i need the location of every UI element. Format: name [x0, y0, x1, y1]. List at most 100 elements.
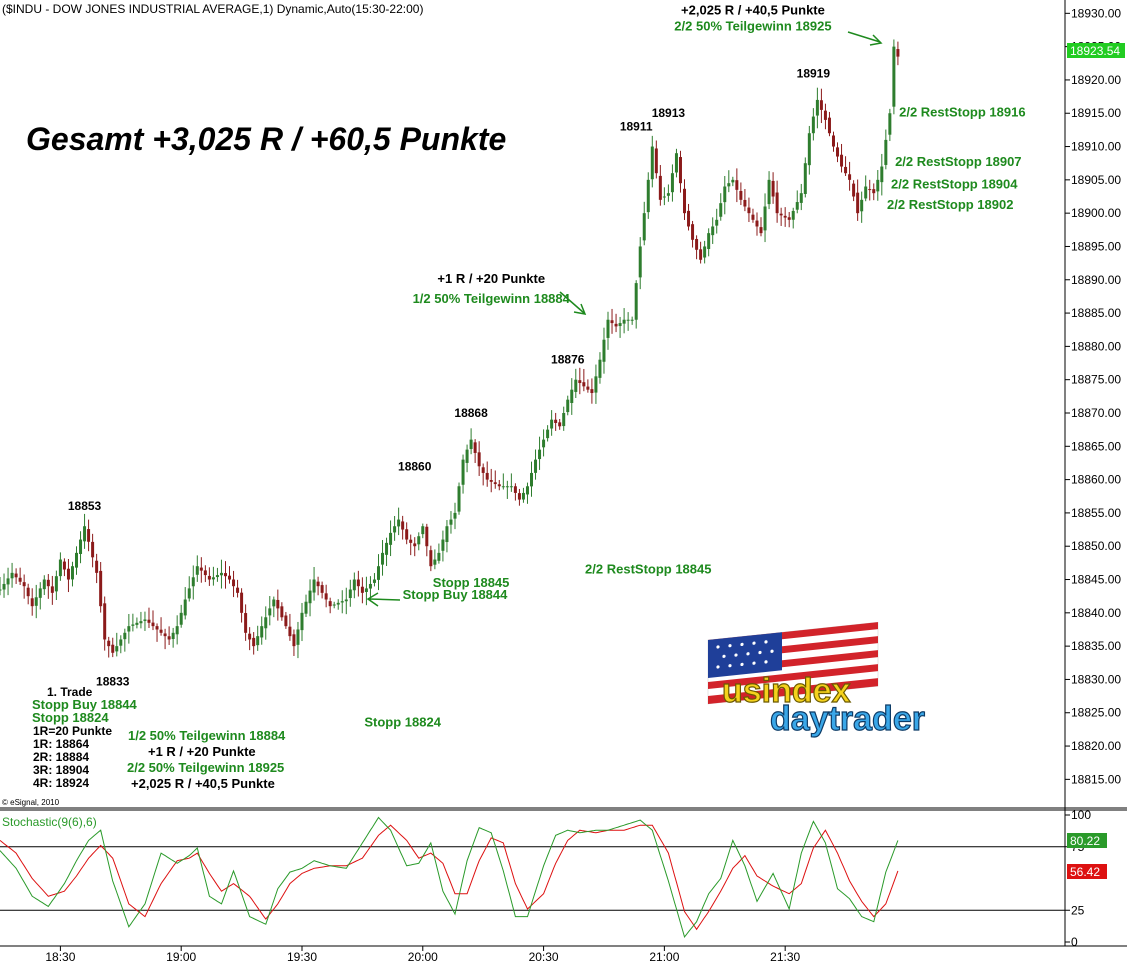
candle-body [634, 283, 638, 320]
stoch-tick-label: 25 [1071, 903, 1085, 917]
candle-body [272, 599, 276, 607]
candle-body [546, 429, 550, 439]
candle-body [799, 193, 803, 203]
annotation-text: 2/2 RestStopp 18907 [895, 154, 1021, 169]
candle-body [819, 100, 823, 110]
candle-body [683, 188, 687, 214]
time-tick-label: 19:30 [287, 950, 317, 964]
candle-body [787, 217, 791, 220]
candle-body [803, 163, 807, 194]
candle-body [674, 153, 678, 173]
candle-body [187, 588, 191, 599]
candle-body [46, 579, 50, 587]
candle-body [844, 166, 848, 174]
annotation-text: +1 R / +20 Punkte [437, 271, 545, 286]
candle-body [759, 227, 763, 234]
price-tick-label: 18835.00 [1071, 639, 1121, 653]
candle-body [417, 536, 421, 545]
candle-body [872, 189, 876, 194]
candle-body [727, 183, 731, 187]
candle-body [610, 320, 614, 324]
candle-body [469, 439, 473, 449]
candle-body [513, 486, 517, 493]
candle-body [590, 389, 594, 394]
stoch-d-line [0, 824, 899, 931]
candle-body [654, 148, 658, 174]
price-tick-label: 18825.00 [1071, 706, 1121, 720]
result-summary-line: +1 R / +20 Punkte [148, 744, 256, 759]
candle-body [320, 585, 324, 593]
candle-body [550, 419, 554, 429]
candle-body [159, 629, 163, 633]
candle-body [107, 640, 111, 647]
result-summary-line: +2,025 R / +40,5 Punkte [131, 776, 275, 791]
candle-body [42, 579, 46, 590]
candle-body [731, 179, 735, 183]
candle-body [707, 233, 711, 249]
candle-body [119, 639, 123, 646]
candle-body [91, 541, 95, 558]
trade-summary-line: 2R: 18884 [33, 750, 89, 764]
peak-label: 18913 [652, 106, 686, 120]
candle-body [876, 179, 880, 192]
candle-body [175, 626, 179, 635]
candle-body [135, 622, 139, 625]
usindex-logo: usindex daytrader [707, 621, 926, 739]
candle-body [344, 599, 348, 602]
annotation-text: 2/2 50% Teilgewinn 18925 [674, 19, 831, 34]
candle-body [666, 193, 670, 196]
candle-body [252, 637, 256, 647]
price-tick-label: 18820.00 [1071, 739, 1121, 753]
candle-body [288, 626, 292, 637]
candle-body [614, 323, 618, 327]
candle-body [433, 559, 437, 565]
candle-body [211, 577, 215, 580]
candle-body [783, 215, 787, 218]
candle-body [215, 575, 219, 578]
candle-body [827, 117, 831, 134]
candle-body [521, 492, 525, 500]
price-tick-label: 18930.00 [1071, 6, 1121, 20]
time-tick-label: 19:00 [166, 950, 196, 964]
candle-body [401, 521, 405, 530]
candle-body [228, 575, 232, 580]
candle-body [860, 199, 864, 212]
candle-body [368, 583, 372, 589]
candle-body [461, 459, 465, 485]
candle-body [50, 586, 54, 593]
trade-summary-line: 3R: 18904 [33, 763, 89, 777]
candle-body [574, 379, 578, 392]
candle-body [856, 192, 860, 214]
candle-body [578, 380, 582, 384]
price-tick-label: 18815.00 [1071, 772, 1121, 786]
candle-body [183, 599, 187, 616]
logo-text-bottom: daytrader [770, 700, 925, 738]
candle-body [477, 452, 481, 467]
candle-body [38, 588, 42, 598]
candle-body [755, 220, 759, 227]
candle-body [678, 157, 682, 184]
candle-body [300, 612, 304, 631]
stoch-d-value: 56.42 [1070, 865, 1100, 879]
candle-body [421, 526, 425, 535]
candle-body [256, 636, 260, 646]
candle-body [26, 587, 30, 597]
candle-body [79, 539, 83, 554]
price-tick-label: 18840.00 [1071, 606, 1121, 620]
stoch-k-value: 80.22 [1070, 834, 1100, 848]
annotation-text: 2/2 RestStopp 18902 [887, 197, 1013, 212]
candle-body [236, 587, 240, 593]
candle-body [437, 552, 441, 561]
candle-body [397, 519, 401, 527]
candle-body [602, 339, 606, 362]
candle-body [771, 180, 775, 197]
candle-body [562, 412, 566, 427]
candle-body [582, 382, 586, 387]
candle-body [111, 644, 115, 653]
candle-body [348, 589, 352, 599]
price-tick-label: 18905.00 [1071, 173, 1121, 187]
stoch-k-value-box [1067, 833, 1107, 848]
candle-body [525, 486, 529, 495]
trough-label: 18833 [96, 674, 130, 688]
